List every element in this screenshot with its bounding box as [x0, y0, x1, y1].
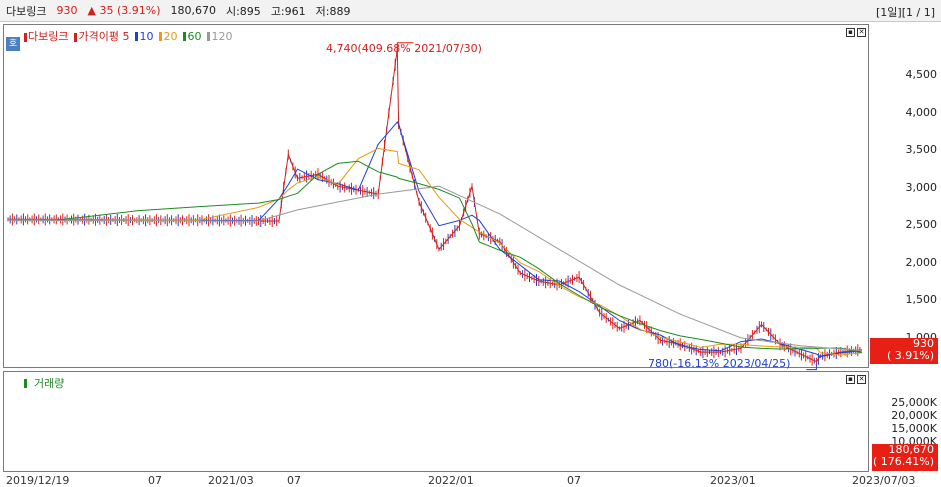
legend-ma20[interactable]: 20: [159, 30, 177, 43]
volume-maximize-icon[interactable]: ▪: [846, 375, 855, 384]
x-tick: 2023/01: [710, 474, 756, 487]
x-tick: 2021/03: [208, 474, 254, 487]
stock-info-bar: 다보링크 930 ▲ 35 (3.91%) 180,670 시:895 고:96…: [0, 0, 941, 22]
up-arrow-icon: ▲: [87, 4, 96, 17]
change-percent: (3.91%): [116, 4, 161, 17]
x-tick: 2019/12/19: [6, 474, 70, 487]
low-annotation: 780(-16.13% 2023/04/25): [648, 357, 791, 370]
volume-tag: 180,670 ( 176.41%): [872, 444, 938, 471]
legend-stock[interactable]: 다보링크: [24, 28, 68, 44]
y-tick: 2,500: [905, 218, 938, 231]
x-tick: 07: [287, 474, 301, 487]
y-tick: 3,000: [905, 181, 938, 194]
volume-close-icon[interactable]: ✕: [857, 375, 866, 384]
y-tick: 3,500: [905, 143, 938, 156]
current-price: 930: [56, 4, 78, 17]
x-tick: 2022/01: [428, 474, 474, 487]
panel-close-icon[interactable]: ✕: [857, 28, 866, 37]
price-panel: [3, 24, 869, 368]
legend-ma[interactable]: 가격이평 5: [74, 28, 129, 44]
open-price: 시:895: [225, 4, 261, 18]
high-annotation: 4,740(409.68% 2021/07/30): [326, 42, 482, 55]
high-price: 고:961: [270, 4, 306, 18]
change-amount: 35: [99, 4, 114, 17]
legend-ma10[interactable]: 10: [135, 30, 153, 43]
x-tick: 2023/07/03: [852, 474, 916, 487]
side-toggle-button[interactable]: 호: [6, 37, 20, 51]
volume-legend[interactable]: 거래량: [24, 375, 64, 391]
price-legend: 다보링크 가격이평 5 10 20 60 120: [24, 28, 232, 44]
y-tick: 1,500: [905, 293, 938, 306]
y-tick: 15,000K: [891, 422, 937, 435]
volume-value: 180,670: [170, 4, 216, 17]
price-tag: 930 ( 3.91%): [870, 338, 938, 364]
y-tick: 20,000K: [891, 409, 937, 422]
volume-panel: [3, 371, 869, 472]
x-tick: 07: [148, 474, 162, 487]
period-selector[interactable]: [1일][1 / 1]: [876, 6, 935, 19]
price-tag-pct: ( 3.91%): [886, 349, 934, 362]
legend-ma120[interactable]: 120: [207, 30, 232, 43]
price-tag-value: 930: [913, 337, 934, 350]
change-value: ▲ 35 (3.91%): [87, 4, 160, 17]
volume-tag-value: 180,670: [888, 443, 935, 456]
y-tick: 2,000: [905, 256, 938, 269]
stock-name[interactable]: 다보링크: [6, 4, 47, 18]
y-tick: 4,500: [905, 68, 938, 81]
x-tick: 07: [567, 474, 581, 487]
panel-maximize-icon[interactable]: ▪: [846, 28, 855, 37]
legend-ma60[interactable]: 60: [183, 30, 201, 43]
y-tick: 25,000K: [891, 396, 937, 409]
volume-tag-pct: ( 176.41%): [872, 455, 934, 468]
y-tick: 4,000: [905, 106, 938, 119]
low-price: 저:889: [315, 4, 351, 18]
